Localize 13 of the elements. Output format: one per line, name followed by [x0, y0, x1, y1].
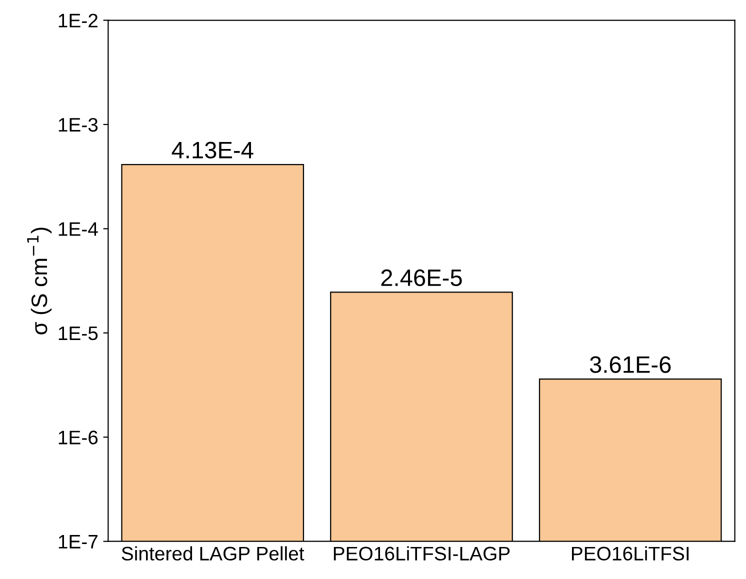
x-tick-label: PEO16LiTFSI	[572, 546, 689, 561]
y-tick-label: 1E-6	[58, 430, 98, 444]
y-tick-label: 1E-3	[58, 118, 98, 132]
y-tick-label: 1E-5	[58, 326, 98, 340]
y-tick-label: 1E-2	[58, 14, 98, 28]
data-label: 4.13E-4	[172, 142, 254, 158]
y-tick-label: 1E-4	[58, 222, 98, 236]
data-label: 3.61E-6	[590, 356, 671, 373]
x-tick-label: PEO16LiTFSI-LAGP	[334, 546, 510, 561]
data-label: 2.46E-5	[381, 269, 462, 286]
y-axis-title: σ (S cm$^{−1}$)	[27, 228, 52, 334]
x-tick-label: Sintered LAGP Pellet	[122, 546, 304, 561]
y-tick-label: 1E-7	[58, 535, 98, 548]
